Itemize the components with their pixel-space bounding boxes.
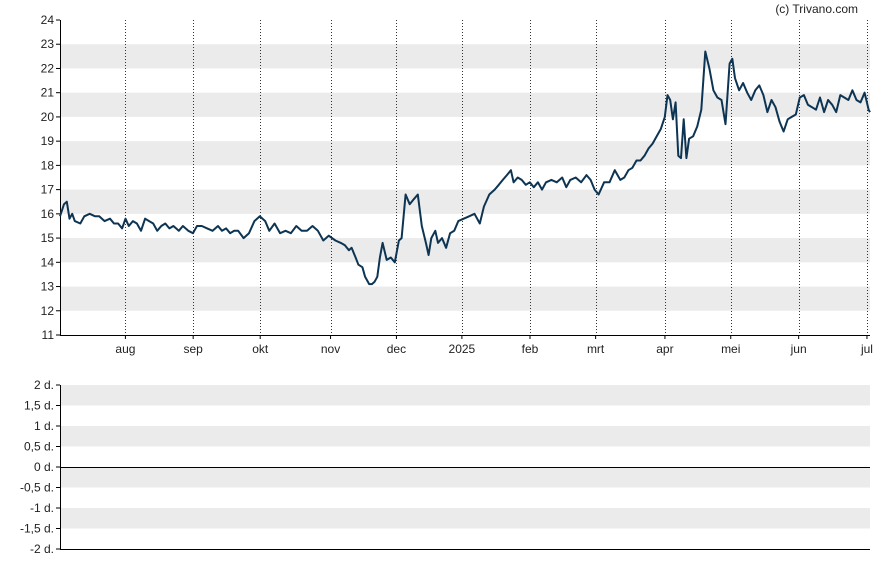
secondary-y-tick-label: -1,5 d. [20,522,54,536]
band-18 [60,141,870,166]
secondary-y-tick-label: 0 d. [34,460,54,474]
price-chart-frame [60,20,870,336]
secondary-y-tick-label: -1 d. [30,501,54,515]
x-tick-label-apr: apr [656,342,673,356]
x-tick-label-mrt: mrt [587,342,605,356]
x-tick-label-okt: okt [252,342,269,356]
band-16 [60,189,870,214]
band-0.5 [60,426,870,447]
y-tick-label-11: 11 [42,328,55,342]
secondary-y-tick-label: 2 d. [34,378,54,392]
band-22 [60,44,870,69]
y-tick-label-20: 20 [41,110,55,124]
x-tick-label-jun: jun [790,342,807,356]
x-tick-label-2025: 2025 [449,342,476,356]
secondary-y-tick-label: 0,5 d. [24,440,54,454]
secondary-y-tick-label: -2 d. [30,542,54,556]
band-14 [60,238,870,263]
x-tick-label-jul: jul [860,342,873,356]
credit-label: (c) Trivano.com [775,2,858,16]
y-tick-label-13: 13 [41,280,55,294]
price-y-axis: 11 12 13 14 15 16 17 18 19 20 21 22 23 24 [41,13,60,342]
band--0.5 [60,467,870,488]
secondary-y-tick-label: -0,5 d. [20,481,54,495]
secondary-chart-frame [60,385,870,550]
price-series [59,50,871,286]
price-line-0 [59,50,871,286]
y-tick-label-18: 18 [41,158,55,172]
y-tick-label-22: 22 [41,61,55,75]
y-tick-label-17: 17 [41,183,55,197]
x-tick-label-mei: mei [721,342,740,356]
band-12 [60,286,870,311]
y-tick-label-15: 15 [41,231,55,245]
x-tick-label-sep: sep [183,342,203,356]
y-tick-label-16: 16 [41,207,55,221]
y-tick-label-24: 24 [41,13,55,27]
band--1.5 [60,508,870,529]
y-tick-label-23: 23 [41,37,55,51]
y-tick-label-12: 12 [41,304,55,318]
band-20 [60,92,870,117]
band-1.5 [60,385,870,406]
secondary-y-tick-label: 1 d. [34,419,54,433]
x-tick-label-feb: feb [522,342,539,356]
x-tick-label-dec: dec [387,342,406,356]
y-tick-label-21: 21 [41,86,55,100]
x-tick-label-aug: aug [115,342,135,356]
secondary-chart-bands [60,385,870,529]
y-tick-label-19: 19 [41,134,55,148]
secondary-y-axis: -2 d. -1,5 d. -1 d. -0,5 d. 0 d. 0,5 d. 1 d. 1,… [20,378,60,556]
secondary-y-tick-label: 1,5 d. [24,399,54,413]
y-tick-label-14: 14 [41,255,55,269]
x-tick-label-nov: nov [321,342,340,356]
price-chart-bands [60,44,870,311]
price-x-axis: aug sep okt nov dec 2025 feb mrt apr mei jun jul [115,335,873,356]
